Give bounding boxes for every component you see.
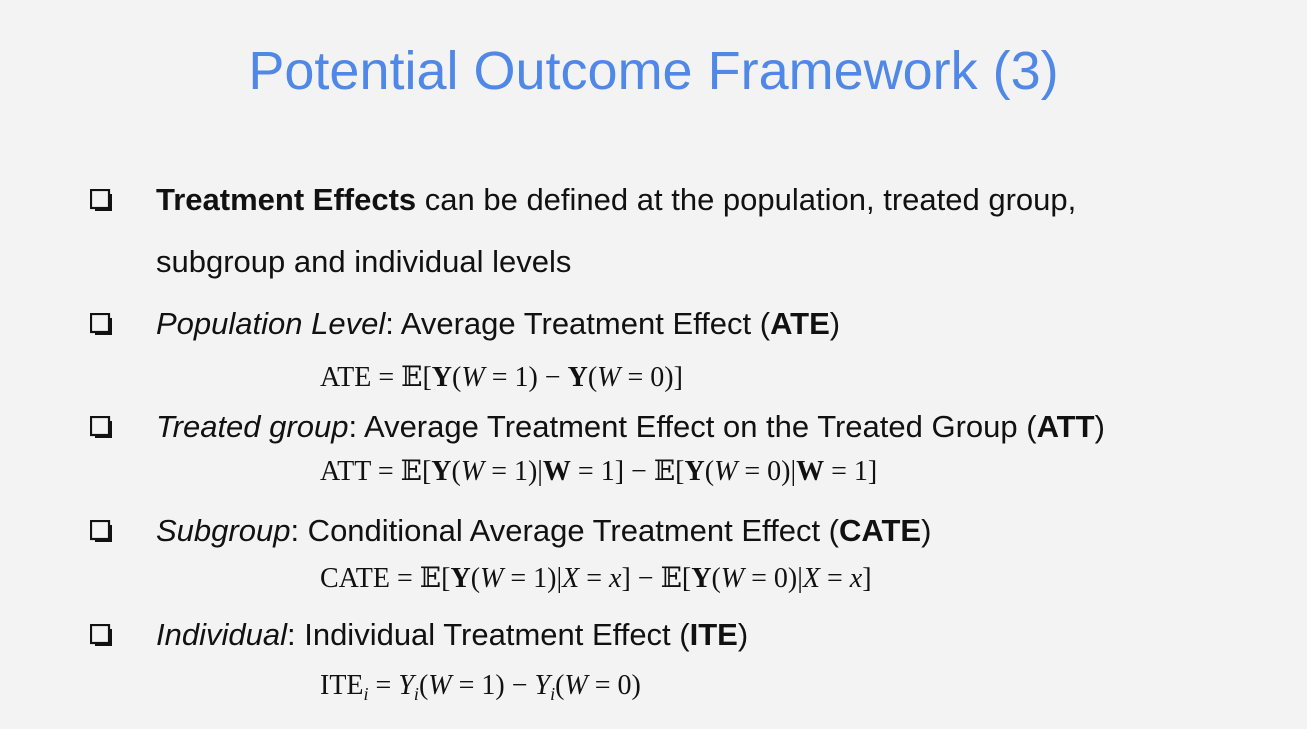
formula-lhs: ATE xyxy=(320,362,372,393)
level-abbr: ATE xyxy=(770,306,830,341)
checkbox-shadow-icon xyxy=(90,624,112,646)
formula-lhs: CATE xyxy=(320,563,390,594)
level-label: Subgroup xyxy=(156,513,291,548)
checkbox-shadow-icon xyxy=(90,520,112,542)
level-abbr: ATT xyxy=(1036,409,1095,444)
bullet-treatment-effects: Treatment Effects can be defined at the … xyxy=(156,182,1076,218)
level-close: ) xyxy=(829,306,841,341)
slide-title: Potential Outcome Framework (3) xyxy=(248,41,1059,101)
checkbox-shadow-icon xyxy=(90,416,112,438)
level-desc: : Individual Treatment Effect ( xyxy=(286,617,690,652)
formula-lhs: ITE xyxy=(320,670,364,701)
level-close: ) xyxy=(921,513,932,548)
bullet-subgroup: Subgroup: Conditional Average Treatment … xyxy=(156,513,931,549)
formula-rhs: = 𝔼[Y(W = 1)|X = x] − 𝔼[Y(W = 0)|X = x] xyxy=(397,561,872,594)
level-desc: : Average Treatment Effect ( xyxy=(385,306,771,341)
formula-rhs: = 𝔼[Y(W = 1) − Y(W = 0)] xyxy=(378,360,683,393)
bullet-population-level: Population Level: Average Treatment Effe… xyxy=(156,306,840,342)
formula-subscript: i xyxy=(363,684,369,704)
level-abbr: ITE xyxy=(689,617,738,652)
bullet-text: can be defined at the population, treate… xyxy=(416,182,1077,217)
bullet-treated-group: Treated group: Average Treatment Effect … xyxy=(156,409,1105,445)
checkbox-shadow-icon xyxy=(90,313,112,335)
level-close: ) xyxy=(1094,409,1105,444)
level-label: Population Level xyxy=(156,306,386,341)
formula-ate: ATE = 𝔼[Y(W = 1) − Y(W = 0)] xyxy=(320,360,683,394)
level-desc: : Average Treatment Effect on the Treate… xyxy=(348,409,1037,444)
formula-rhs: = Yi(W = 1) − Yi(W = 0) xyxy=(375,670,641,704)
level-label: Treated group xyxy=(156,409,349,444)
formula-att: ATT = 𝔼[Y(W = 1)|W = 1] − 𝔼[Y(W = 0)|W =… xyxy=(320,454,877,488)
formula-rhs: = 𝔼[Y(W = 1)|W = 1] − 𝔼[Y(W = 0)|W = 1] xyxy=(377,454,878,487)
level-abbr: CATE xyxy=(839,513,922,548)
formula-lhs: ATT xyxy=(320,456,371,487)
formula-ite: ITEi = Yi(W = 1) − Yi(W = 0) xyxy=(320,670,641,705)
bullet-individual: Individual: Individual Treatment Effect … xyxy=(156,617,748,653)
level-close: ) xyxy=(737,617,749,652)
checkbox-shadow-icon xyxy=(90,189,112,211)
bullet-lead-bold: Treatment Effects xyxy=(156,182,417,217)
bullet-treatment-effects-cont: subgroup and individual levels xyxy=(156,244,572,279)
formula-cate: CATE = 𝔼[Y(W = 1)|X = x] − 𝔼[Y(W = 0)|X … xyxy=(320,561,872,595)
level-desc: : Conditional Average Treatment Effect ( xyxy=(290,513,840,548)
level-label: Individual xyxy=(156,617,287,652)
